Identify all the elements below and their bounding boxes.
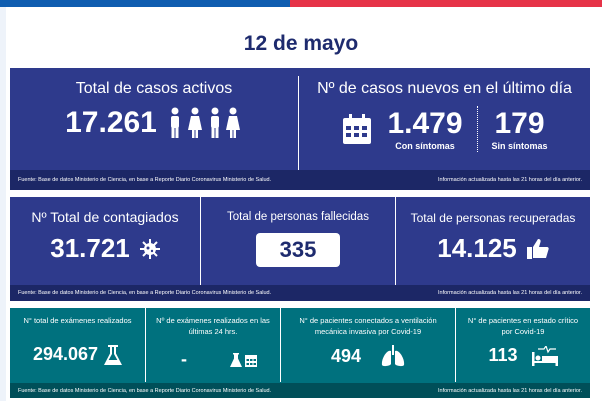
footer: Fuente: Base de datos Ministerio de Cien… (10, 383, 590, 398)
new-cases-label: Nº de casos nuevos en el último día (317, 80, 572, 97)
ventilation-value: 494 (330, 345, 362, 366)
footer: Fuente: Base de datos Ministerio de Cien… (10, 285, 590, 301)
exams-24h: Nº de exámenes realizados en las últimas… (145, 308, 280, 382)
flask-calendar-icon (230, 352, 257, 367)
recovered: Total de personas recuperadas 14.125 (395, 197, 590, 285)
active-value: 17.261 (65, 106, 157, 139)
people-icon (170, 107, 240, 138)
infected-label: Nº Total de contagiados (31, 209, 179, 225)
updated-text: Información actualizada hasta las 21 hor… (437, 290, 582, 296)
ventilation-label: N° de pacientes conectados a ventilación… (299, 316, 437, 336)
active-cases: Total de casos activos 17.261 (10, 68, 298, 140)
new-cases: Nº de casos nuevos en el último día 1.47… (298, 76, 590, 170)
with-symptoms-value: 1.479 (387, 107, 463, 140)
thumbs-up-icon (526, 238, 549, 259)
exams-24h-label: Nº de exámenes realizados en las últimas… (156, 316, 270, 336)
left-edge (0, 7, 6, 401)
with-symptoms-label: Con síntomas (395, 141, 455, 151)
exams-total: N° total de exámenes realizados 294.067 (10, 308, 145, 365)
active-label: Total de casos activos (75, 80, 233, 97)
recovered-label: Total de personas recuperadas (410, 211, 576, 225)
critical-label: N° de pacientes en estado crítico por Co… (467, 316, 579, 336)
virus-icon (139, 238, 160, 259)
updated-text: Información actualizada hasta las 21 hor… (437, 177, 582, 183)
exams-24h-value: - (181, 349, 187, 369)
panel-exams: N° total de exámenes realizados 294.067 … (10, 308, 590, 398)
critical-value: 113 (488, 345, 518, 365)
exams-total-value: 294.067 (32, 344, 99, 364)
infected-value: 31.721 (50, 233, 130, 263)
without-symptoms-value: 179 (494, 107, 545, 140)
without-symptoms-label: Sin síntomas (491, 141, 548, 151)
footer: Fuente: Base de datos Ministerio de Cien… (10, 170, 590, 190)
top-color-bar (0, 0, 602, 7)
panel-totals: Nº Total de contagiados 31.721 Total de … (10, 197, 590, 301)
deceased-value: 335 (256, 233, 340, 267)
hospital-bed-icon (531, 345, 558, 366)
critical: N° de pacientes en estado crítico por Co… (455, 308, 590, 382)
lungs-icon (381, 345, 405, 367)
updated-text: Información actualizada hasta las 21 hor… (437, 387, 582, 394)
infected: Nº Total de contagiados 31.721 (10, 197, 200, 264)
ventilation: N° de pacientes conectados a ventilación… (280, 308, 455, 382)
panel-cases: Total de casos activos 17.261 Nº de caso… (10, 68, 590, 190)
deceased: Total de personas fallecidas 335 (200, 197, 395, 285)
source-text: Fuente: Base de datos Ministerio de Cien… (18, 290, 272, 296)
page-title: 12 de mayo (243, 32, 359, 55)
calendar-icon (343, 114, 372, 144)
recovered-value: 14.125 (437, 233, 517, 263)
source-text: Fuente: Base de datos Ministerio de Cien… (18, 387, 272, 394)
source-text: Fuente: Base de datos Ministerio de Cien… (18, 177, 272, 183)
deceased-label: Total de personas fallecidas (227, 211, 369, 223)
exams-total-label: N° total de exámenes realizados (23, 316, 132, 325)
flask-icon (104, 344, 123, 365)
